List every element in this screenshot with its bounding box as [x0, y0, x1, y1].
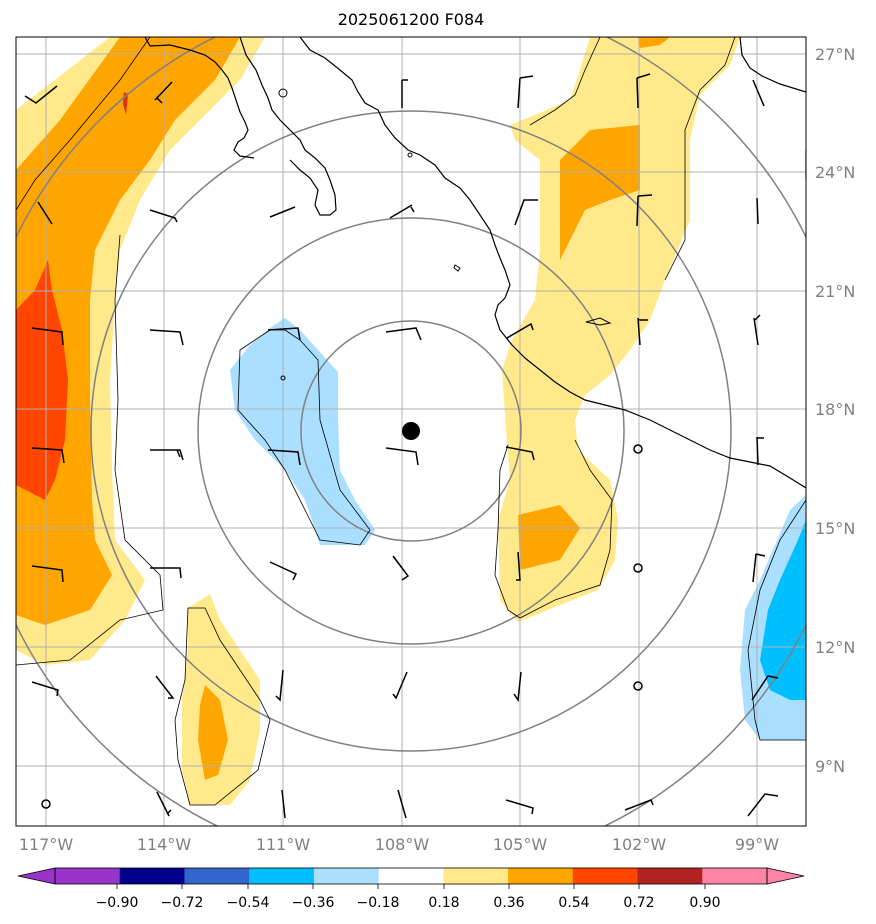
lon-label: 111°W	[256, 835, 311, 854]
map-title: 2025061200 F084	[337, 10, 485, 29]
range-ring-1	[300, 320, 522, 542]
map-frame	[15, 36, 807, 827]
anomaly-fields	[16, 37, 806, 805]
shade-lightblue-center	[230, 318, 375, 545]
shade-orange-east-south	[518, 505, 580, 570]
lon-label: 114°W	[137, 835, 192, 854]
colorbar-ticks	[116, 884, 706, 889]
shade-orange-east-north	[638, 37, 670, 48]
lon-label: 105°W	[493, 835, 548, 854]
shade-orange-west	[16, 37, 240, 625]
colorbar-label: −0.54	[227, 895, 270, 911]
lat-label: 15°N	[815, 519, 855, 538]
colorbar-label: 0.36	[493, 895, 524, 911]
colorbar-under-arrow	[17, 867, 56, 885]
colorbar-label: 0.18	[428, 895, 459, 911]
colorbar-frame	[54, 867, 768, 885]
storm-center-dot	[402, 422, 420, 440]
lat-label: 9°N	[815, 757, 845, 776]
wind-barbs	[24, 73, 779, 819]
lon-label: 117°W	[19, 835, 74, 854]
coastline	[144, 37, 806, 489]
shade-yellow-east	[498, 37, 740, 622]
islands	[278, 88, 612, 381]
colorbar-over-arrow	[766, 867, 805, 885]
shade-blue-east	[760, 520, 806, 700]
range-ring-3	[90, 110, 732, 752]
colorbar-bins	[55, 868, 768, 884]
lon-label: 102°W	[612, 835, 667, 854]
lon-label: 99°W	[735, 835, 779, 854]
colorbar-bin	[378, 868, 444, 884]
colorbar-bin	[443, 868, 509, 884]
range-ring-2	[197, 217, 625, 645]
colorbar-bin	[119, 868, 185, 884]
shade-yellow-south	[182, 594, 260, 805]
colorbar-bin	[702, 868, 768, 884]
colorbar-label: −0.72	[161, 895, 204, 911]
contour-lines	[16, 37, 806, 806]
shade-redorange-west	[16, 260, 68, 500]
lat-label: 24°N	[815, 163, 855, 182]
lat-lon-grid	[16, 37, 806, 826]
colorbar-bin	[508, 868, 574, 884]
shade-orange-south	[198, 685, 228, 780]
colorbar-bin	[184, 868, 250, 884]
colorbar-bin	[637, 868, 703, 884]
calm-circles	[41, 444, 643, 809]
colorbar-bin	[572, 868, 639, 884]
colorbar-labels: −0.90 −0.72 −0.54 −0.36 −0.18 0.18 0.36 …	[96, 895, 721, 911]
colorbar-label: 0.72	[623, 895, 654, 911]
lat-label: 18°N	[815, 400, 855, 419]
colorbar-bin	[313, 868, 380, 884]
lon-label: 108°W	[375, 835, 430, 854]
lat-label: 27°N	[815, 45, 855, 64]
colorbar-label: −0.36	[292, 895, 335, 911]
lat-label: 21°N	[815, 282, 855, 301]
colorbar-label: 0.54	[558, 895, 589, 911]
colorbar-label: −0.18	[357, 895, 400, 911]
latitude-labels: 27°N 24°N 21°N 18°N 15°N 12°N 9°N	[815, 45, 855, 776]
colorbar-label: −0.90	[96, 895, 139, 911]
lat-label: 12°N	[815, 638, 855, 657]
colorbar-bin	[249, 868, 315, 884]
colorbar-bin	[55, 868, 121, 884]
longitude-labels: 117°W 114°W 111°W 108°W 105°W 102°W 99°W	[19, 835, 779, 854]
range-rings	[16, 37, 806, 826]
colorbar-label: 0.90	[689, 895, 720, 911]
colorbar: −0.90 −0.72 −0.54 −0.36 −0.18 0.18 0.36 …	[17, 867, 805, 911]
